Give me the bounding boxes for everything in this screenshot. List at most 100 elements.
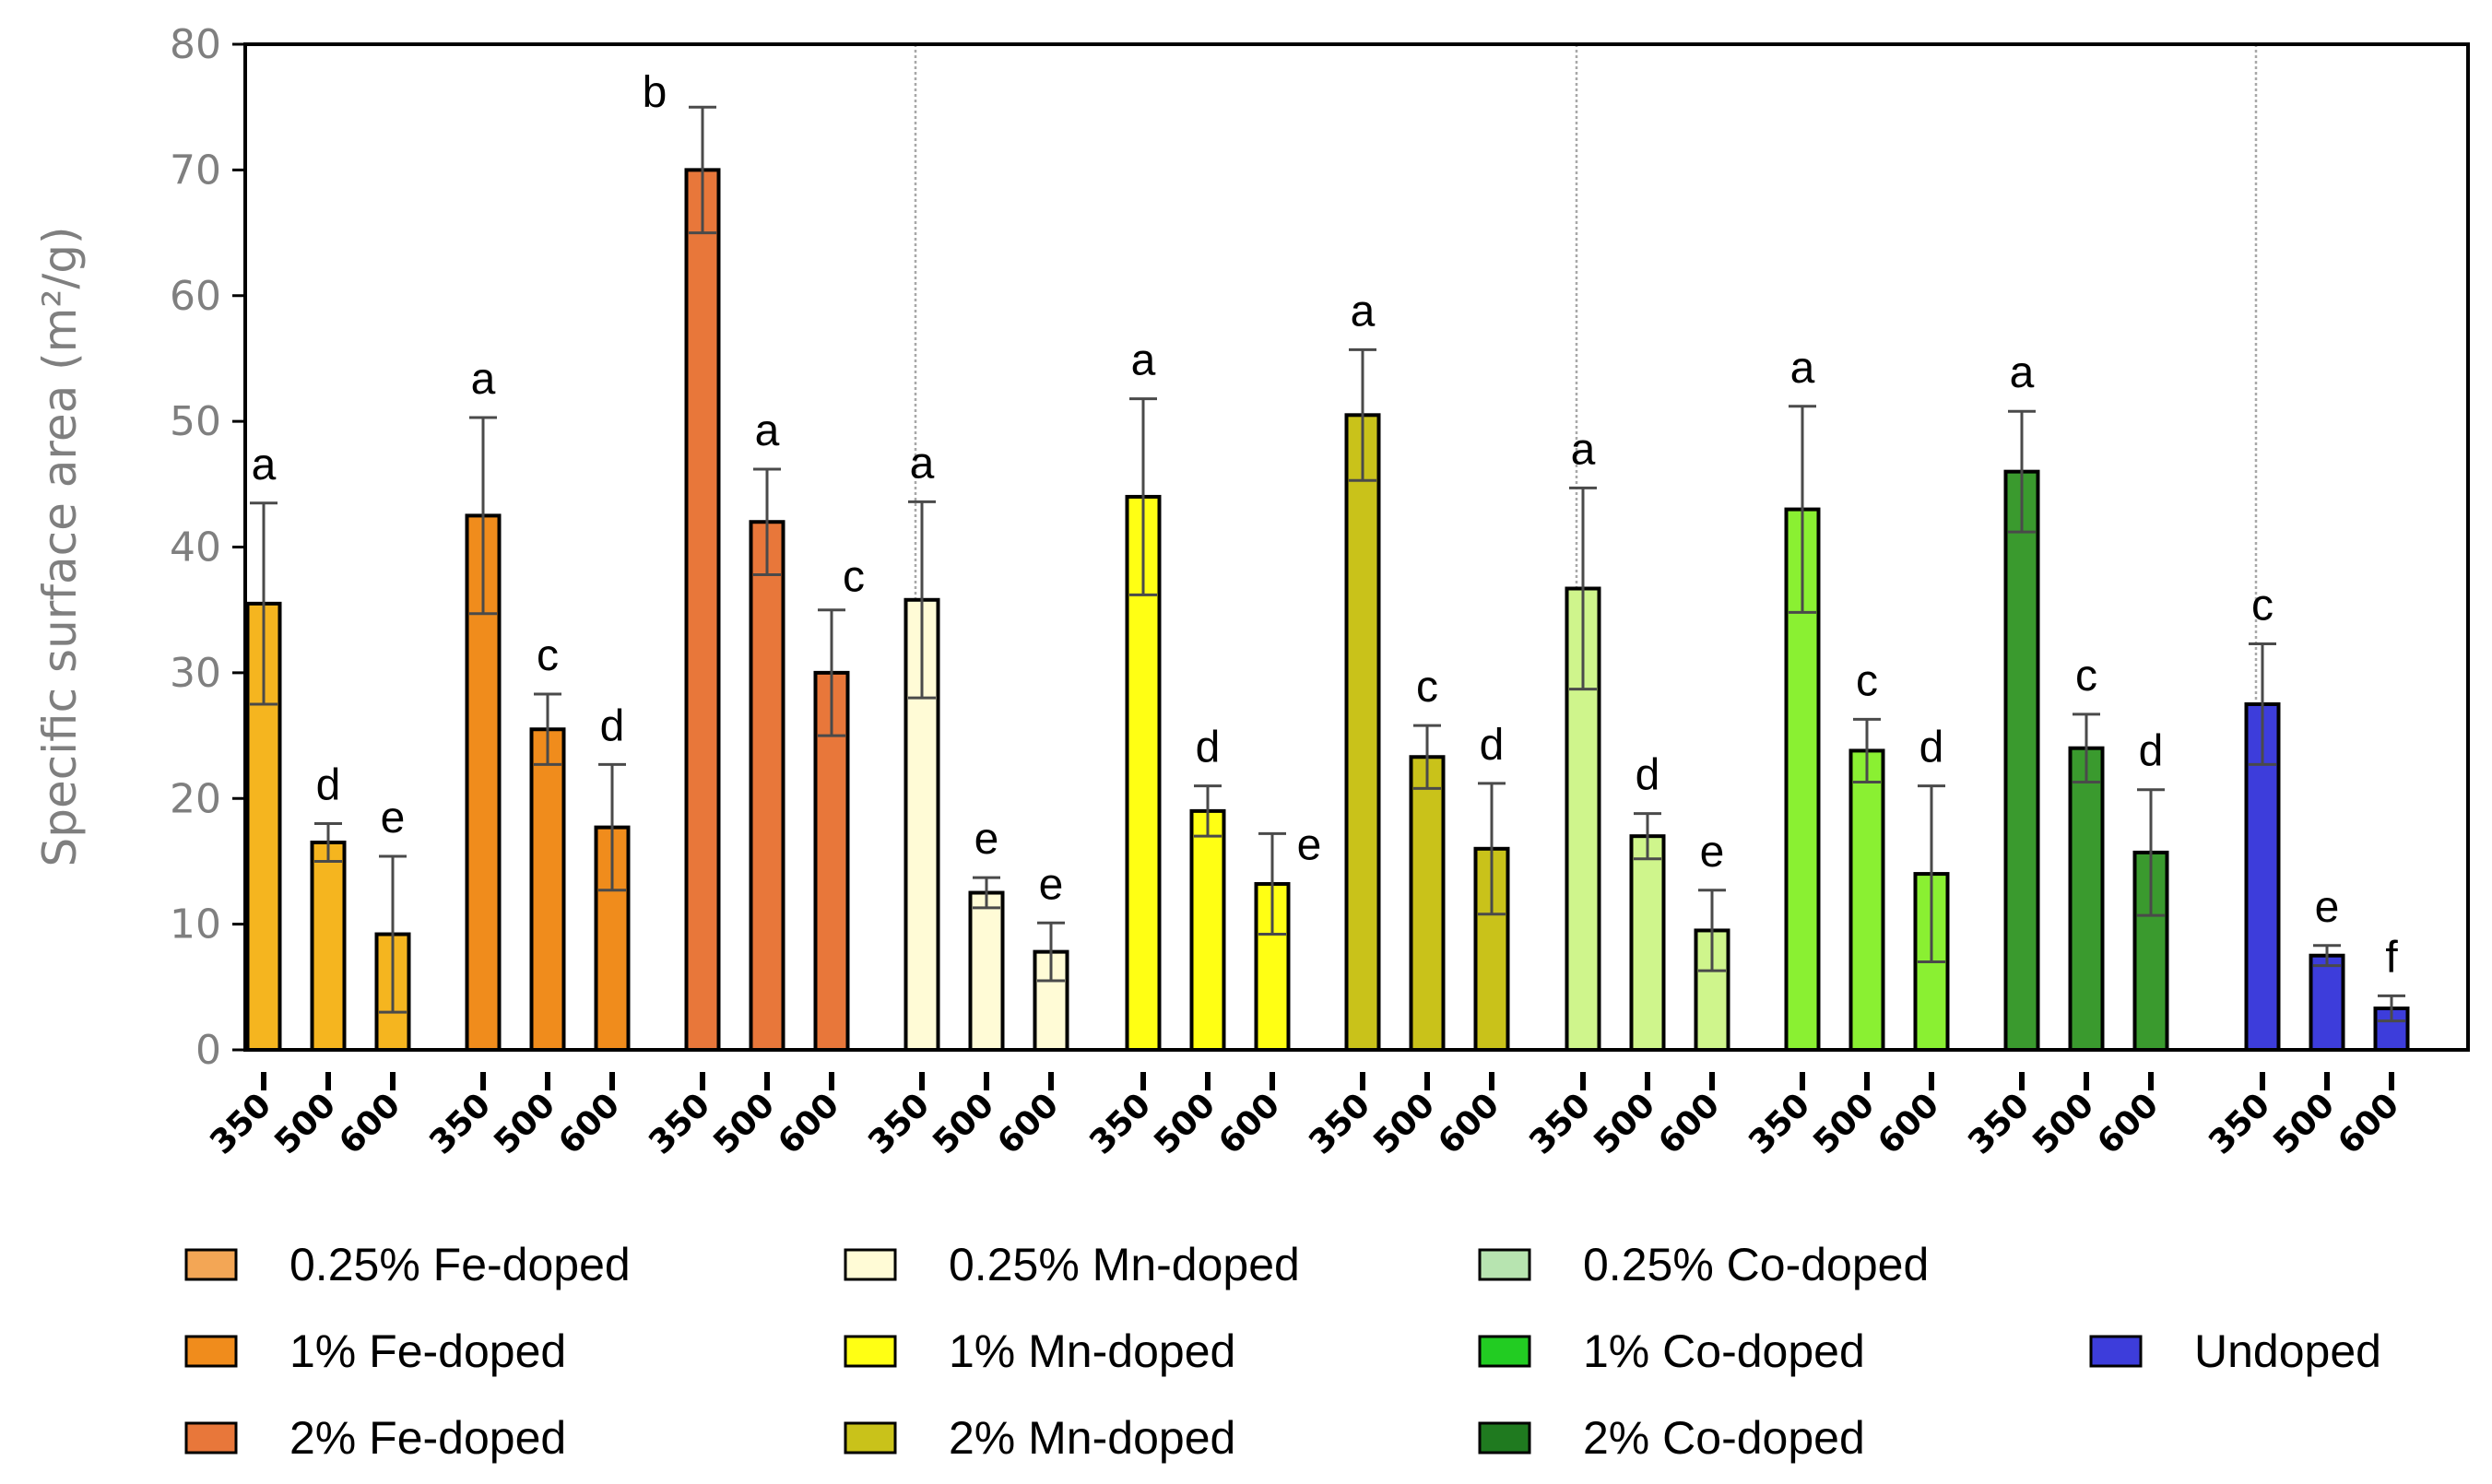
legend-swatch-1 <box>844 1248 897 1281</box>
significance-letter-1-2: d <box>600 701 625 750</box>
significance-letter-8-0: a <box>2010 348 2035 397</box>
y-tick-label-5: 50 <box>170 398 221 445</box>
significance-letter-5-2: d <box>1480 721 1505 770</box>
significance-letter-5-1: c <box>1416 663 1438 712</box>
x-tick-label-2-1: 500 <box>706 1086 782 1161</box>
legend-label-2: 0.25% Co-doped <box>1583 1239 1929 1290</box>
x-tick-label-5-2: 600 <box>1431 1086 1506 1161</box>
significance-letter-3-0: a <box>910 439 935 488</box>
x-tick-label-1-0: 350 <box>422 1086 498 1161</box>
bar-3-1 <box>968 890 1005 1052</box>
significance-letter-8-1: c <box>2075 652 2097 701</box>
y-axis-label: Specific surface area (m²/g) <box>33 227 87 867</box>
x-tick-label-0-0: 350 <box>203 1086 278 1161</box>
y-tick-label-6: 60 <box>170 273 221 320</box>
significance-letter-9-0: c <box>2251 582 2274 630</box>
x-tick-label-6-0: 350 <box>1522 1086 1598 1161</box>
significance-letter-4-0: a <box>1131 336 1156 385</box>
x-tick-label-0-2: 600 <box>332 1086 407 1161</box>
x-tick-label-7-1: 500 <box>1806 1086 1882 1161</box>
bar-7-1 <box>1848 748 1885 1052</box>
x-tick-label-7-0: 350 <box>1742 1086 1817 1161</box>
x-tick-label-0-1: 500 <box>267 1086 343 1161</box>
x-tick-label-4-2: 600 <box>1211 1086 1287 1161</box>
significance-letter-3-2: e <box>1039 860 1064 909</box>
significance-letter-6-1: d <box>1636 751 1660 800</box>
significance-letter-4-1: d <box>1196 724 1221 772</box>
significance-letter-0-2: e <box>381 794 406 842</box>
x-tick-label-8-1: 500 <box>2025 1086 2101 1161</box>
legend-label-4: 1% Mn-doped <box>949 1325 1235 1377</box>
x-tick-label-3-1: 500 <box>926 1086 1001 1161</box>
x-tick-label-3-2: 600 <box>990 1086 1066 1161</box>
bar-5-1 <box>1409 755 1446 1053</box>
significance-letter-8-2: d <box>2139 727 2164 776</box>
x-tick-label-7-2: 600 <box>1871 1086 1946 1161</box>
x-tick-label-3-0: 350 <box>861 1086 937 1161</box>
legend-swatch-0 <box>184 1248 238 1281</box>
legend-label-8: 2% Mn-doped <box>949 1412 1235 1464</box>
legend-swatch-5 <box>1478 1335 1531 1368</box>
bar-4-1 <box>1189 808 1226 1052</box>
legend-swatch-4 <box>844 1335 897 1368</box>
x-tick-label-5-0: 350 <box>1302 1086 1377 1161</box>
legend-swatch-3 <box>184 1335 238 1368</box>
y-tick-label-4: 40 <box>170 524 221 571</box>
bar-9-1 <box>2309 953 2345 1052</box>
bar-6-1 <box>1629 834 1666 1052</box>
group-dividers <box>914 44 2258 1050</box>
significance-letter-5-0: a <box>1351 287 1376 336</box>
legend: 0.25% Fe-doped 0.25% Mn-doped 0.25% Co-dop… <box>184 1239 2381 1464</box>
legend-label-3: 1% Fe-doped <box>289 1325 566 1377</box>
y-tick-label-3: 30 <box>170 650 221 697</box>
x-tick-label-2-0: 350 <box>642 1086 717 1161</box>
x-tick-label-1-1: 500 <box>487 1086 562 1161</box>
legend-label-5: 1% Co-doped <box>1583 1325 1865 1377</box>
x-tick-label-4-0: 350 <box>1082 1086 1158 1161</box>
significance-letter-2-1: a <box>755 406 780 455</box>
significance-letter-2-0: b <box>643 68 667 117</box>
bar-2-1 <box>749 520 785 1052</box>
y-tick-label-2: 20 <box>170 775 221 822</box>
significance-letter-1-1: c <box>537 631 559 680</box>
x-tick-label-4-1: 500 <box>1147 1086 1222 1161</box>
x-tick-label-9-2: 600 <box>2331 1086 2406 1161</box>
y-tick-label-1: 10 <box>170 901 221 948</box>
x-tick-label-2-2: 600 <box>771 1086 846 1161</box>
x-tick-label-8-2: 600 <box>2090 1086 2166 1161</box>
significance-letter-0-1: d <box>316 761 341 810</box>
bar-2-0 <box>684 168 721 1052</box>
legend-label-1: 0.25% Mn-doped <box>949 1239 1300 1290</box>
x-tick-label-6-1: 500 <box>1587 1086 1662 1161</box>
significance-letter-9-1: e <box>2315 883 2340 932</box>
legend-swatch-8 <box>844 1421 897 1455</box>
legend-label-7: 2% Fe-doped <box>289 1412 566 1464</box>
significance-letter-7-0: a <box>1790 344 1815 393</box>
legend-swatch-6 <box>2089 1335 2143 1368</box>
significance-letter-6-0: a <box>1571 425 1596 474</box>
x-tick-label-6-2: 600 <box>1651 1086 1727 1161</box>
significance-letter-0-0: a <box>252 441 277 489</box>
legend-label-9: 2% Co-doped <box>1583 1412 1865 1464</box>
legend-swatch-2 <box>1478 1248 1531 1281</box>
bar-8-0 <box>2003 469 2040 1052</box>
bar-1-1 <box>529 727 566 1053</box>
significance-letter-7-1: c <box>1856 656 1878 705</box>
significance-letter-4-2: e <box>1297 820 1322 869</box>
x-tick-label-5-1: 500 <box>1366 1086 1442 1161</box>
x-tick-label-9-1: 500 <box>2266 1086 2342 1161</box>
x-tick-label-1-2: 600 <box>551 1086 627 1161</box>
legend-swatch-9 <box>1478 1421 1531 1455</box>
x-tick-label-9-0: 350 <box>2202 1086 2277 1161</box>
significance-letter-7-2: d <box>1919 724 1944 772</box>
significance-letter-2-2: c <box>843 553 865 602</box>
significance-letter-1-0: a <box>471 355 496 404</box>
legend-swatch-7 <box>184 1421 238 1455</box>
bar-8-1 <box>2068 746 2105 1052</box>
y-tick-label-0: 0 <box>195 1027 221 1074</box>
bar-0-1 <box>310 840 347 1053</box>
legend-label-0: 0.25% Fe-doped <box>289 1239 631 1290</box>
y-tick-label-7: 70 <box>170 147 221 194</box>
